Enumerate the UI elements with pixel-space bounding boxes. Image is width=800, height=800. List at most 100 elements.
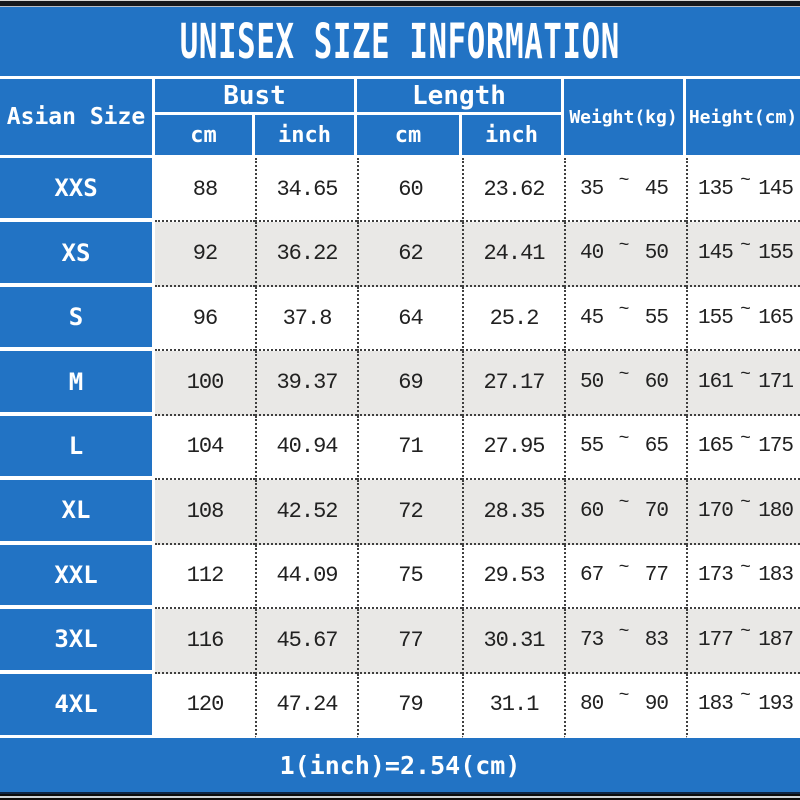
weight-min: 45: [580, 306, 604, 330]
table-row: XXL 112 44.09 75 29.53 67 ~ 77 173 ~ 183: [0, 544, 800, 610]
size-label-cell: M: [0, 351, 155, 416]
height-max: 187: [758, 628, 794, 652]
title-band: UNISEX SIZE INFORMATION: [0, 8, 800, 76]
tilde-glyph: ~: [740, 171, 751, 192]
tilde-glyph: ~: [740, 428, 751, 449]
tilde-glyph: ~: [740, 364, 751, 385]
height-range-cell: 170 ~ 180: [686, 480, 800, 545]
height-max: 180: [758, 499, 794, 523]
height-max: 193: [758, 692, 794, 716]
weight-max: 50: [644, 242, 669, 266]
length-cm-cell: 77: [357, 609, 462, 674]
header-length-cm: cm: [357, 115, 462, 155]
weight-min: 40: [580, 242, 604, 266]
tilde-glyph: ~: [740, 493, 751, 514]
length-inch-cell: 31.1: [462, 673, 564, 738]
length-cm-cell: 60: [357, 158, 462, 223]
weight-max: 60: [644, 371, 669, 395]
height-range-cell: 177 ~ 187: [686, 609, 800, 674]
weight-max: 90: [644, 692, 669, 716]
table-body: XXS 88 34.65 60 23.62 35 ~ 45 135 ~ 145 …: [0, 158, 800, 738]
table-row: S 96 37.8 64 25.2 45 ~ 55 155 ~ 165: [0, 286, 800, 352]
bust-inch-cell: 45.67: [255, 609, 357, 674]
weight-range-cell: 40 ~ 50: [564, 222, 686, 287]
tilde-glyph: ~: [618, 364, 630, 385]
height-min: 177: [698, 628, 734, 652]
length-inch-cell: 25.2: [462, 286, 564, 352]
size-label-cell: XXS: [0, 158, 155, 223]
size-label-cell: L: [0, 415, 155, 481]
header-bust-inch: inch: [255, 115, 357, 155]
weight-min: 55: [580, 435, 604, 459]
length-inch-cell: 23.62: [462, 158, 564, 223]
tilde-glyph: ~: [740, 235, 751, 256]
height-min: 170: [698, 499, 734, 523]
size-label-cell: 3XL: [0, 609, 155, 674]
bust-cm-cell: 104: [155, 415, 255, 481]
weight-max: 55: [644, 306, 669, 330]
height-max: 175: [758, 435, 794, 459]
height-max: 155: [758, 242, 794, 266]
bust-inch-cell: 40.94: [255, 415, 357, 481]
bust-inch-cell: 44.09: [255, 544, 357, 610]
weight-range-cell: 55 ~ 65: [564, 415, 686, 481]
height-range-cell: 173 ~ 183: [686, 544, 800, 610]
table-row: L 104 40.94 71 27.95 55 ~ 65 165 ~ 175: [0, 415, 800, 481]
footer-band: 1(inch)=2.54(cm): [0, 738, 800, 792]
tilde-glyph: ~: [618, 686, 630, 707]
table-row: XL 108 42.52 72 28.35 60 ~ 70 170 ~ 180: [0, 480, 800, 545]
bust-cm-cell: 96: [155, 286, 255, 352]
height-min: 165: [698, 435, 734, 459]
bust-inch-cell: 42.52: [255, 480, 357, 545]
weight-max: 65: [644, 435, 669, 459]
length-cm-cell: 62: [357, 222, 462, 287]
tilde-glyph: ~: [618, 300, 630, 321]
conversion-note: 1(inch)=2.54(cm): [279, 750, 521, 780]
height-max: 145: [758, 177, 794, 201]
weight-range-cell: 50 ~ 60: [564, 351, 686, 416]
tilde-glyph: ~: [740, 686, 751, 707]
tilde-glyph: ~: [618, 171, 630, 192]
height-max: 183: [758, 564, 794, 588]
header-height: Height(cm): [686, 79, 800, 155]
weight-max: 45: [644, 177, 669, 201]
height-range-cell: 135 ~ 145: [686, 158, 800, 223]
length-inch-cell: 28.35: [462, 480, 564, 545]
table-row: M 100 39.37 69 27.17 50 ~ 60 161 ~ 171: [0, 351, 800, 416]
length-cm-cell: 64: [357, 286, 462, 352]
weight-max: 83: [644, 628, 669, 652]
page-title: UNISEX SIZE INFORMATION: [179, 14, 621, 70]
height-min: 183: [698, 692, 734, 716]
weight-min: 80: [580, 692, 604, 716]
length-inch-cell: 30.31: [462, 609, 564, 674]
table-row: 3XL 116 45.67 77 30.31 73 ~ 83 177 ~ 187: [0, 609, 800, 674]
tilde-glyph: ~: [740, 557, 751, 578]
tilde-glyph: ~: [618, 622, 630, 643]
weight-range-cell: 60 ~ 70: [564, 480, 686, 545]
tilde-glyph: ~: [740, 622, 751, 643]
tilde-glyph: ~: [618, 235, 630, 256]
height-range-cell: 161 ~ 171: [686, 351, 800, 416]
size-label-cell: XL: [0, 480, 155, 545]
header-length-inch: inch: [462, 115, 564, 155]
table-row: XS 92 36.22 62 24.41 40 ~ 50 145 ~ 155: [0, 222, 800, 287]
length-inch-cell: 29.53: [462, 544, 564, 610]
weight-min: 35: [580, 177, 604, 201]
height-min: 145: [698, 242, 734, 266]
bust-inch-cell: 47.24: [255, 673, 357, 738]
length-inch-cell: 27.95: [462, 415, 564, 481]
bust-inch-cell: 39.37: [255, 351, 357, 416]
height-range-cell: 165 ~ 175: [686, 415, 800, 481]
header-weight: Weight(kg): [564, 79, 686, 155]
bust-cm-cell: 108: [155, 480, 255, 545]
length-cm-cell: 75: [357, 544, 462, 610]
tilde-glyph: ~: [618, 493, 630, 514]
bust-inch-cell: 34.65: [255, 158, 357, 223]
weight-range-cell: 35 ~ 45: [564, 158, 686, 223]
length-cm-cell: 72: [357, 480, 462, 545]
title-divider: [0, 76, 800, 79]
bottom-border-strip: [0, 792, 800, 800]
header-asian-size: Asian Size: [0, 79, 155, 155]
header-bust-cm: cm: [155, 115, 255, 155]
